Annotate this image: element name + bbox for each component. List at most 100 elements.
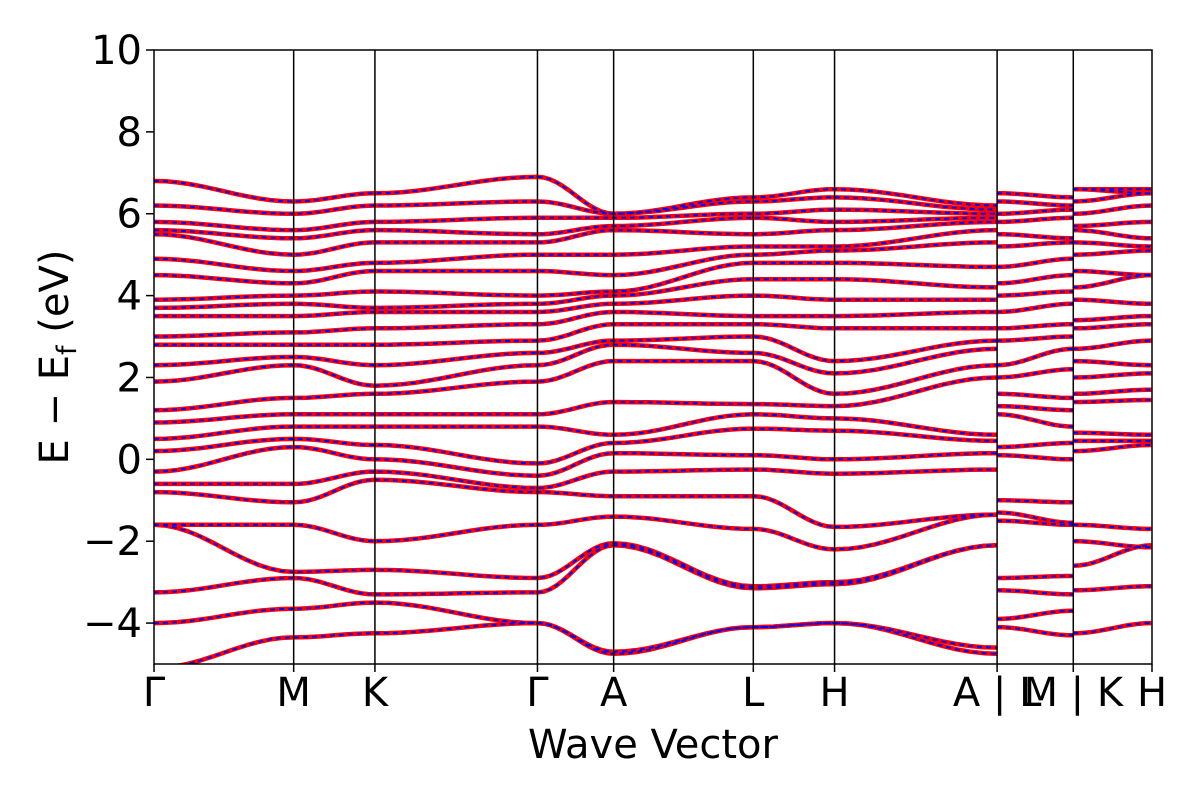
blue-dashed-band-line-7-1 bbox=[997, 454, 1074, 461]
x-axis-ticks: Γ M K Γ A L H A | LM | K H bbox=[143, 664, 1167, 716]
blue-dashed-band-line-23-2 bbox=[1073, 192, 1152, 203]
blue-dashed-band-line-13-1 bbox=[997, 347, 1074, 367]
y-tick-label: −4 bbox=[83, 601, 142, 647]
x-axis-title: Wave Vector bbox=[528, 722, 779, 768]
blue-dashed-band-line-10-2 bbox=[1073, 372, 1152, 379]
blue-dashed-band-line-22-2 bbox=[1073, 204, 1152, 215]
blue-dashed-band-line-17-2 bbox=[1073, 270, 1152, 277]
plot-frame bbox=[153, 49, 1153, 665]
blue-dashed-band-line-16-0 bbox=[154, 294, 998, 318]
blue-dashed-band-line-10-1 bbox=[997, 405, 1074, 412]
blue-dashed-band-line-8-0 bbox=[154, 427, 998, 465]
blue-dashed-band-line-19-2 bbox=[1073, 241, 1152, 248]
blue-dashed-band-line-5-2 bbox=[1073, 444, 1152, 453]
blue-dashed-band-line-9-0 bbox=[154, 413, 998, 440]
y-axis-ticks: −4 −2 0 2 4 6 8 10 bbox=[83, 28, 154, 647]
blue-dashed-band-line-1-0 bbox=[154, 601, 998, 653]
blue-dashed-band-line-11-1 bbox=[997, 392, 1074, 399]
blue-dashed-band-line-0-1 bbox=[997, 626, 1074, 637]
red-band-line-0-0 bbox=[175, 620, 998, 664]
blue-dashed-band-line-18-0 bbox=[154, 261, 998, 301]
blue-dashed-band-line-20-2 bbox=[1073, 229, 1152, 240]
blue-dashed-band-line-8-1 bbox=[997, 442, 1074, 449]
blue-dashed-band-line-25-1 bbox=[997, 192, 1074, 199]
blue-dashed-band-line-14-2 bbox=[1073, 315, 1152, 322]
blue-dashed-band-line-12-2 bbox=[1073, 339, 1152, 350]
blue-dashed-band-line-5-1 bbox=[997, 511, 1074, 524]
x-tick-label: H bbox=[820, 670, 850, 716]
blue-dashed-band-line-3-0 bbox=[154, 523, 998, 588]
blue-dashed-band-line-17-0 bbox=[154, 278, 998, 309]
x-tick-label: H bbox=[1137, 670, 1167, 716]
blue-dashed-band-line-18-2 bbox=[1073, 249, 1152, 256]
blue-dashed-band-line-3-2 bbox=[1073, 540, 1152, 549]
y-axis-title-unit: (eV) bbox=[32, 250, 78, 346]
blue-dashed-band-line-0-2 bbox=[1073, 622, 1152, 635]
blue-dashed-band-line-13-0 bbox=[154, 335, 998, 367]
blue-dashed-band-line-14-0 bbox=[154, 323, 998, 346]
blue-dashed-band-line-25-2 bbox=[1073, 188, 1152, 195]
x-tick-label: A bbox=[600, 670, 628, 716]
blue-dashed-band-line-23-0 bbox=[154, 208, 998, 232]
blue-dashed-band-line-25-0 bbox=[154, 175, 998, 215]
blue-dashed-band-line-15-0 bbox=[154, 311, 998, 338]
y-tick-label: 4 bbox=[117, 274, 142, 320]
blue-dashed-band-line-16-1 bbox=[997, 302, 1074, 313]
x-tick-label: L bbox=[742, 670, 765, 716]
blue-dashed-band-line-0-0 bbox=[182, 622, 998, 664]
y-axis-title: E − Ef (eV) bbox=[32, 250, 83, 465]
x-tick-label: Γ bbox=[143, 670, 166, 716]
blue-dashed-band-line-19-1 bbox=[997, 257, 1074, 268]
blue-dashed-band-line-3-1 bbox=[997, 575, 1074, 579]
blue-dashed-band-line-24-0 bbox=[154, 196, 998, 215]
blue-dashed-band-line-20-1 bbox=[997, 241, 1074, 248]
blue-dashed-band-line-6-0 bbox=[154, 468, 998, 489]
blue-dashed-band-line-22-1 bbox=[997, 216, 1074, 223]
blue-dashed-band-line-9-2 bbox=[1073, 388, 1152, 395]
blue-dashed-band-line-10-0 bbox=[154, 376, 998, 424]
bands-layer bbox=[154, 174, 1152, 664]
blue-dashed-band-line-1-2 bbox=[1073, 585, 1152, 592]
blue-dashed-band-line-2-0 bbox=[154, 544, 998, 596]
blue-dashed-band-line-14-1 bbox=[997, 335, 1074, 342]
blue-dashed-band-line-9-1 bbox=[997, 413, 1074, 428]
blue-dashed-band-line-4-0 bbox=[154, 513, 998, 551]
y-tick-label: −2 bbox=[83, 519, 142, 565]
x-tick-label: A | L bbox=[953, 670, 1042, 716]
red-band-line-13-0 bbox=[154, 334, 998, 368]
blue-dashed-band-line-21-1 bbox=[997, 233, 1074, 240]
blue-dashed-band-line-7-2 bbox=[1073, 431, 1152, 436]
blue-dashed-band-line-23-1 bbox=[997, 208, 1074, 215]
y-tick-label: 6 bbox=[117, 192, 142, 238]
y-axis-title-subscript: f bbox=[52, 344, 83, 355]
blue-dashed-band-line-4-1 bbox=[997, 519, 1074, 526]
blue-dashed-band-line-11-2 bbox=[1073, 360, 1152, 367]
blue-dashed-band-line-22-0 bbox=[154, 216, 998, 240]
blue-dashed-band-line-21-2 bbox=[1073, 220, 1152, 227]
blue-dashed-band-line-1-1 bbox=[997, 609, 1074, 620]
y-tick-label: 10 bbox=[91, 28, 142, 74]
blue-dashed-band-line-18-1 bbox=[997, 274, 1074, 285]
blue-dashed-band-line-15-1 bbox=[997, 323, 1074, 330]
blue-dashed-band-line-12-0 bbox=[154, 343, 998, 387]
blue-dashed-band-line-16-2 bbox=[1073, 274, 1152, 289]
x-tick-label: M | K bbox=[1023, 670, 1124, 716]
y-tick-label: 2 bbox=[117, 355, 142, 401]
x-tick-label: M bbox=[276, 670, 311, 716]
x-tick-label: K bbox=[362, 670, 390, 716]
x-tick-label: Γ bbox=[526, 670, 549, 716]
blue-dashed-band-line-17-1 bbox=[997, 290, 1074, 297]
blue-dashed-band-line-8-2 bbox=[1073, 399, 1152, 403]
blue-dashed-band-line-7-0 bbox=[154, 446, 998, 477]
blue-dashed-band-line-2-1 bbox=[997, 589, 1074, 596]
blue-dashed-band-line-15-2 bbox=[1073, 298, 1152, 305]
blue-dashed-band-line-4-2 bbox=[1073, 523, 1152, 530]
y-tick-label: 8 bbox=[117, 110, 142, 156]
blue-dashed-band-line-19-0 bbox=[154, 241, 998, 285]
blue-dashed-band-line-13-2 bbox=[1073, 323, 1152, 330]
blue-dashed-band-line-20-0 bbox=[154, 229, 998, 272]
y-axis-title-main: E − E bbox=[32, 355, 78, 465]
blue-dashed-band-line-2-2 bbox=[1073, 544, 1152, 567]
blue-dashed-band-line-6-1 bbox=[997, 499, 1074, 504]
